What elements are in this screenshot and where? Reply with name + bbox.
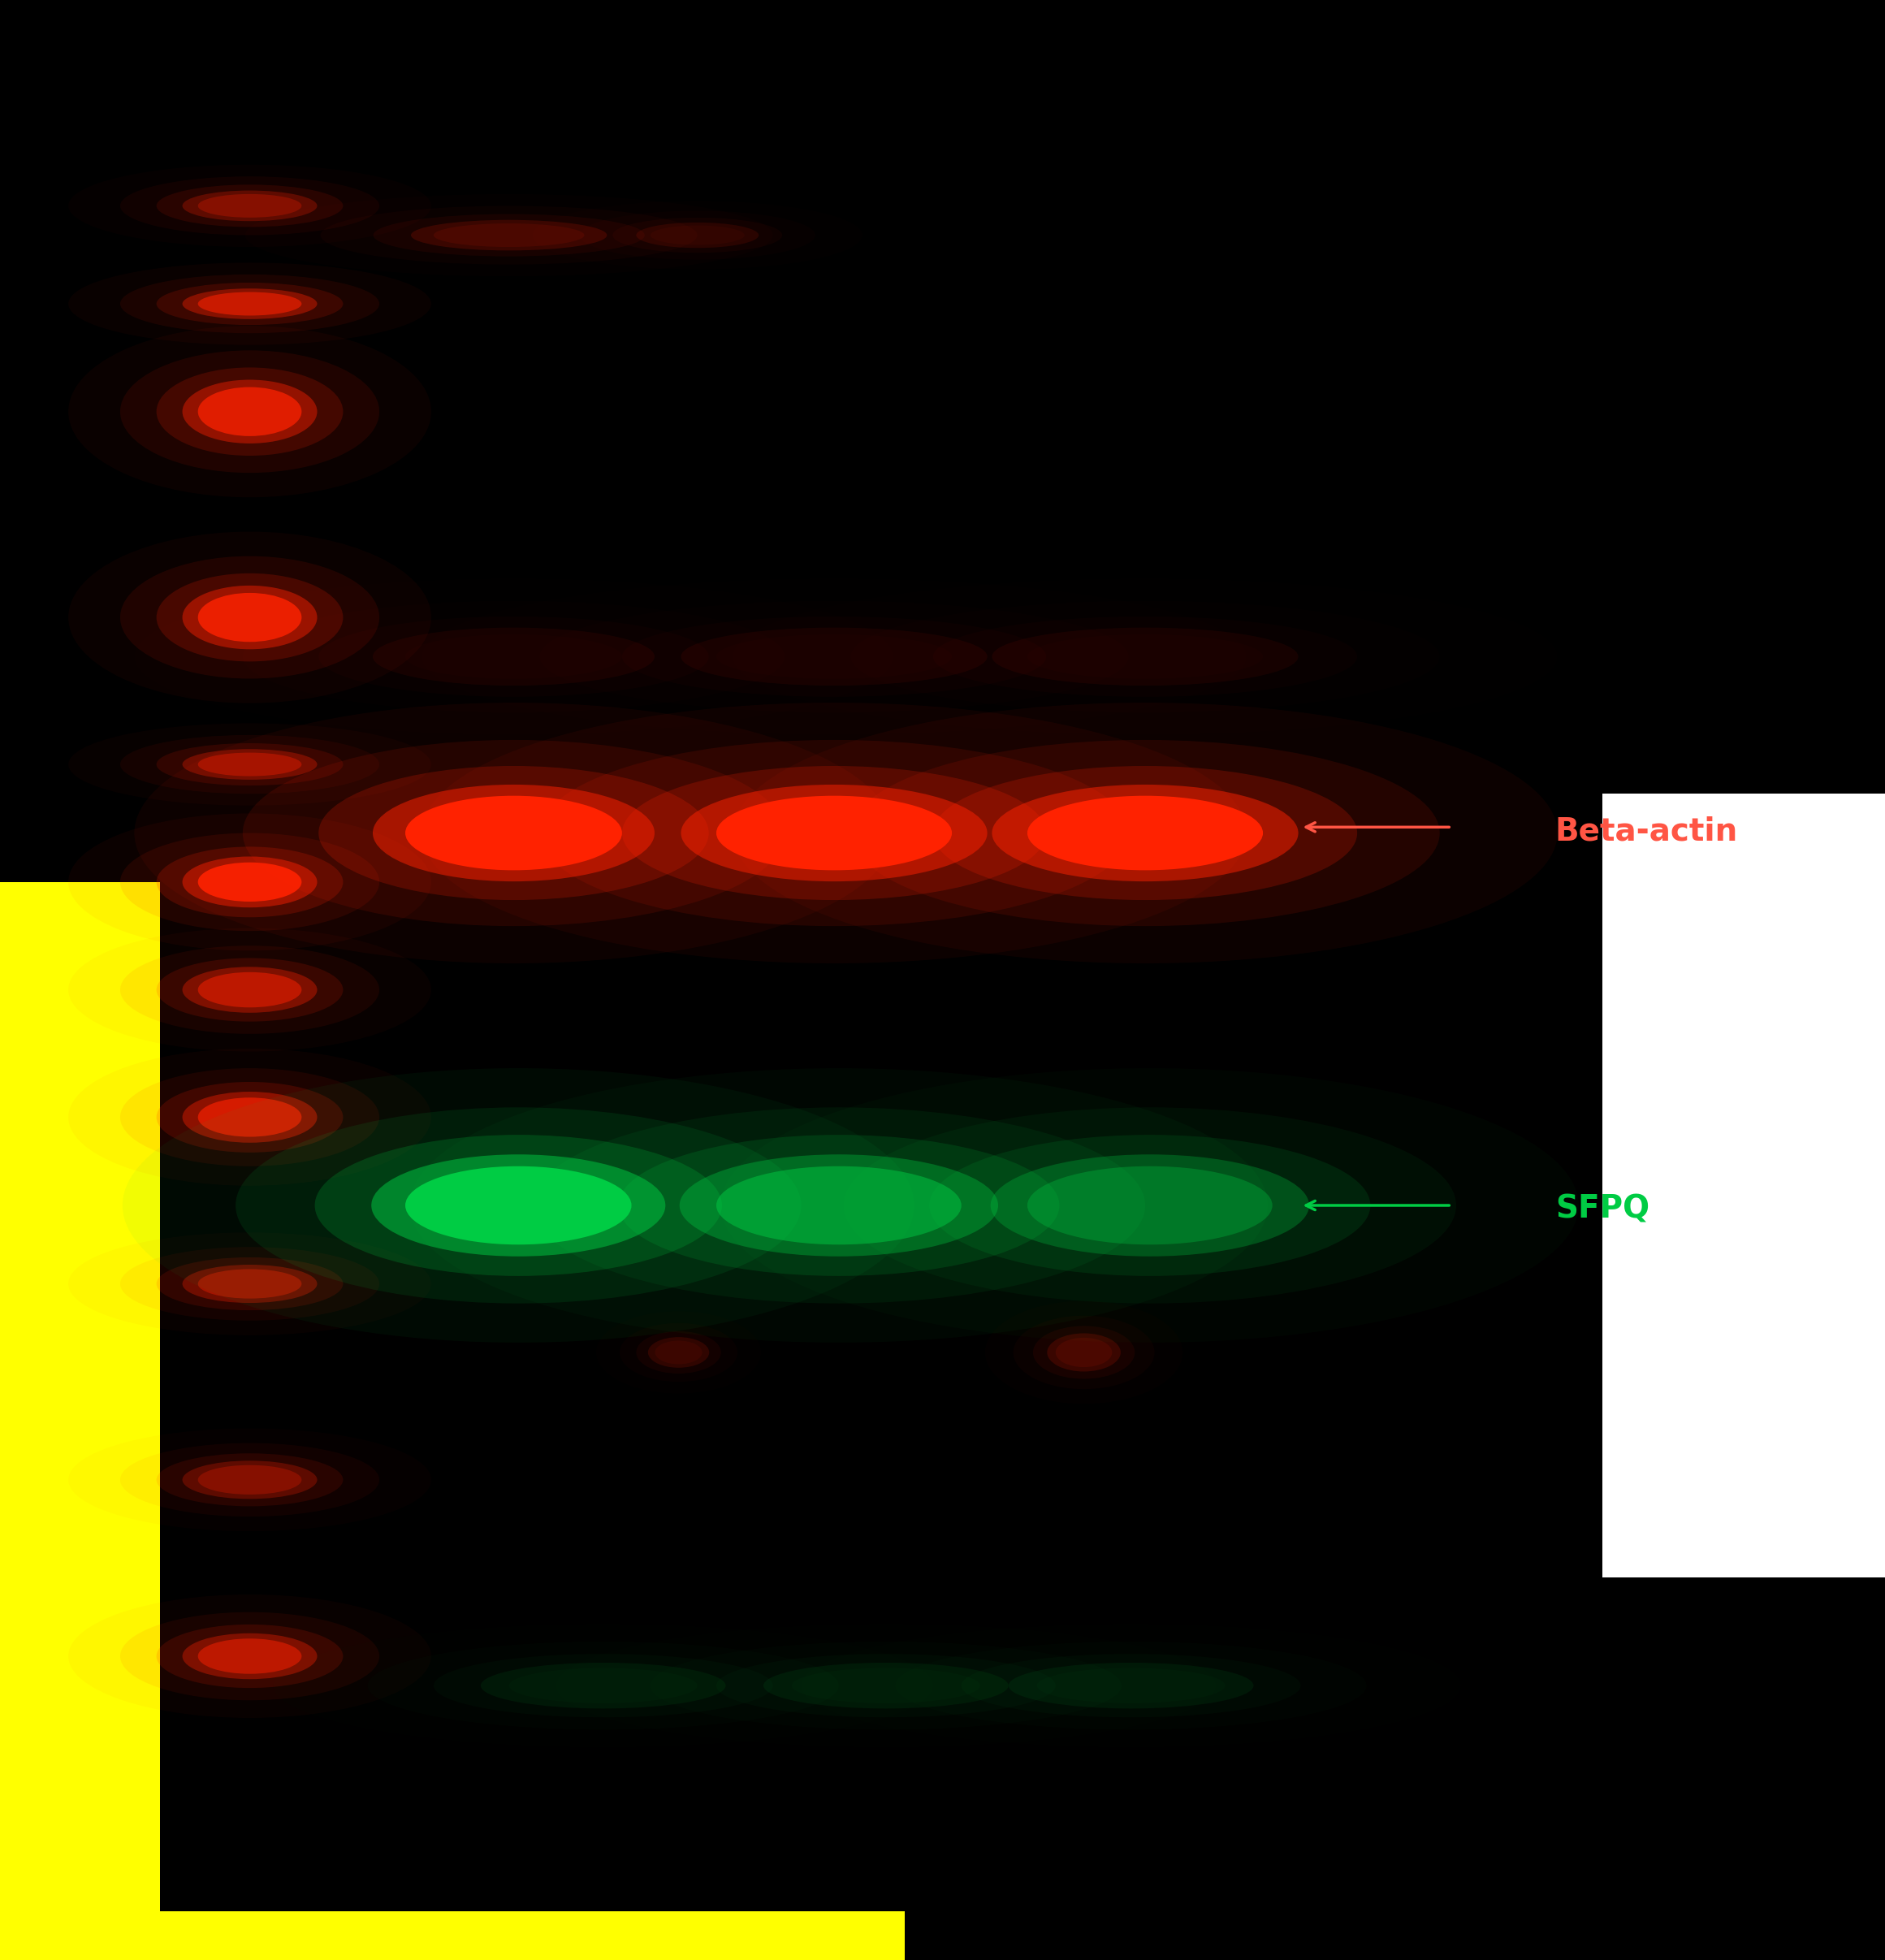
Bar <box>1593 794 1885 1578</box>
Ellipse shape <box>198 753 302 776</box>
Ellipse shape <box>933 766 1357 900</box>
Ellipse shape <box>763 1662 1008 1709</box>
Ellipse shape <box>844 1107 1457 1303</box>
Ellipse shape <box>539 741 1129 927</box>
Ellipse shape <box>1008 1662 1254 1709</box>
Ellipse shape <box>371 1154 665 1256</box>
Ellipse shape <box>198 1639 302 1674</box>
Ellipse shape <box>198 1466 302 1494</box>
Ellipse shape <box>121 1068 379 1166</box>
Ellipse shape <box>373 784 654 882</box>
Ellipse shape <box>183 1264 317 1303</box>
Ellipse shape <box>183 586 317 649</box>
Ellipse shape <box>183 966 317 1013</box>
Ellipse shape <box>121 735 379 794</box>
Ellipse shape <box>183 749 317 780</box>
Ellipse shape <box>680 784 988 882</box>
Ellipse shape <box>156 572 343 661</box>
Text: SFPQ: SFPQ <box>1555 1194 1649 1225</box>
Ellipse shape <box>198 1098 302 1137</box>
Ellipse shape <box>121 557 379 678</box>
Ellipse shape <box>319 766 709 900</box>
Ellipse shape <box>411 220 607 251</box>
Ellipse shape <box>850 741 1440 927</box>
Ellipse shape <box>733 702 1557 964</box>
Ellipse shape <box>156 958 343 1021</box>
Ellipse shape <box>198 292 302 316</box>
Ellipse shape <box>315 1135 722 1276</box>
Ellipse shape <box>156 1625 343 1688</box>
Ellipse shape <box>654 1341 701 1364</box>
Ellipse shape <box>121 176 379 235</box>
Ellipse shape <box>121 351 379 472</box>
Ellipse shape <box>622 766 1046 900</box>
Ellipse shape <box>1027 796 1263 870</box>
Ellipse shape <box>236 1107 801 1303</box>
Bar <box>0 1911 905 1960</box>
Ellipse shape <box>156 1454 343 1507</box>
Ellipse shape <box>618 1135 1059 1276</box>
Ellipse shape <box>373 214 645 257</box>
Ellipse shape <box>422 702 1246 964</box>
Ellipse shape <box>679 1154 999 1256</box>
Ellipse shape <box>121 947 379 1035</box>
Ellipse shape <box>1046 1333 1120 1372</box>
Ellipse shape <box>183 1460 317 1499</box>
Ellipse shape <box>156 743 343 786</box>
Ellipse shape <box>1033 1325 1135 1380</box>
Ellipse shape <box>183 380 317 443</box>
Ellipse shape <box>992 784 1299 882</box>
Ellipse shape <box>134 702 893 964</box>
Ellipse shape <box>156 282 343 325</box>
Ellipse shape <box>680 627 988 686</box>
Ellipse shape <box>183 857 317 907</box>
Ellipse shape <box>156 184 343 227</box>
Ellipse shape <box>648 1337 709 1368</box>
Ellipse shape <box>183 1633 317 1680</box>
Ellipse shape <box>635 1331 720 1374</box>
Ellipse shape <box>405 1166 631 1245</box>
Ellipse shape <box>373 627 654 686</box>
Ellipse shape <box>243 741 784 927</box>
Ellipse shape <box>156 847 343 917</box>
Ellipse shape <box>156 368 343 457</box>
Ellipse shape <box>716 796 952 870</box>
Ellipse shape <box>198 1270 302 1299</box>
Ellipse shape <box>405 796 622 870</box>
Text: Beta-actin: Beta-actin <box>1555 815 1738 847</box>
Ellipse shape <box>635 223 758 247</box>
Ellipse shape <box>992 627 1299 686</box>
Ellipse shape <box>1056 1339 1112 1368</box>
Ellipse shape <box>183 1092 317 1143</box>
Ellipse shape <box>198 972 302 1007</box>
Ellipse shape <box>929 1135 1370 1276</box>
Ellipse shape <box>532 1107 1146 1303</box>
Ellipse shape <box>121 274 379 333</box>
Ellipse shape <box>198 388 302 437</box>
Ellipse shape <box>183 190 317 221</box>
Ellipse shape <box>183 288 317 319</box>
Ellipse shape <box>198 592 302 641</box>
Bar <box>170 118 1602 1842</box>
Bar <box>0 882 160 1960</box>
Ellipse shape <box>156 1258 343 1311</box>
Ellipse shape <box>121 1611 379 1701</box>
Ellipse shape <box>716 1166 961 1245</box>
Ellipse shape <box>481 1662 726 1709</box>
Ellipse shape <box>992 1154 1310 1256</box>
Ellipse shape <box>123 1068 914 1343</box>
Ellipse shape <box>121 1247 379 1321</box>
Ellipse shape <box>1027 1166 1272 1245</box>
Ellipse shape <box>121 833 379 931</box>
Ellipse shape <box>198 862 302 902</box>
Ellipse shape <box>121 1443 379 1517</box>
Ellipse shape <box>198 194 302 218</box>
Ellipse shape <box>156 1082 343 1152</box>
Ellipse shape <box>434 223 584 247</box>
